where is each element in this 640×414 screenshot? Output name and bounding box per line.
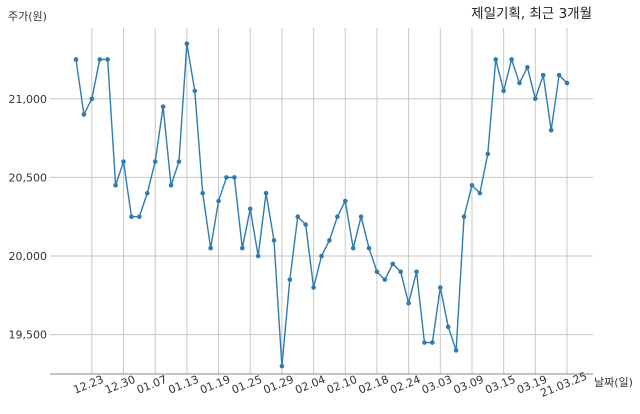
x-tick-label: 12.23: [71, 373, 105, 397]
x-tick-label: 12.30: [103, 373, 137, 397]
data-point: [390, 261, 396, 267]
data-point: [73, 57, 79, 62]
data-point: [374, 269, 380, 275]
x-tick-label: 02.18: [357, 373, 391, 397]
series-points: [73, 41, 570, 369]
x-tick-label: 01.07: [135, 373, 169, 397]
data-point: [414, 269, 419, 275]
data-point: [437, 285, 443, 290]
x-tick-label: 01.29: [262, 373, 296, 397]
data-point: [121, 159, 126, 164]
data-point: [517, 80, 522, 86]
data-point: [113, 182, 118, 188]
data-point: [144, 190, 150, 196]
data-point: [453, 348, 459, 353]
data-point: [398, 269, 403, 275]
data-point: [461, 214, 467, 220]
data-point: [232, 175, 237, 180]
data-point: [247, 206, 253, 212]
y-tick-label: 20,500: [9, 171, 48, 184]
grid-lines: [50, 28, 593, 374]
x-tick-label: 01.19: [198, 373, 232, 397]
data-point: [81, 112, 87, 117]
data-point: [485, 151, 491, 157]
x-axis-label: 날짜(일): [594, 375, 633, 389]
x-tick-label: 01.25: [230, 373, 264, 397]
data-point: [287, 277, 293, 282]
data-point: [192, 88, 198, 94]
data-point: [525, 65, 530, 70]
data-point: [152, 159, 158, 164]
data-point: [303, 222, 308, 227]
data-point: [255, 253, 261, 259]
data-point: [224, 175, 229, 180]
data-point: [430, 340, 435, 345]
data-point: [335, 214, 340, 220]
data-point: [327, 238, 332, 243]
x-tick-label: 02.04: [293, 373, 327, 397]
data-point: [564, 80, 570, 86]
data-point: [469, 182, 475, 188]
y-axis-label: 주가(원): [8, 10, 47, 23]
data-point: [477, 190, 483, 196]
data-point: [129, 214, 134, 220]
data-point: [263, 190, 269, 196]
data-point: [540, 72, 546, 78]
data-point: [422, 340, 427, 345]
price-line: [75, 43, 568, 367]
x-tick-label: 02.10: [325, 373, 359, 397]
data-point: [240, 245, 245, 251]
chart-title: 제일기획, 최근 3개월: [471, 6, 592, 22]
data-point: [160, 104, 166, 109]
data-point: [216, 198, 221, 204]
data-point: [168, 182, 174, 188]
data-point: [295, 214, 301, 220]
data-point: [342, 198, 348, 204]
data-point: [445, 324, 451, 330]
x-tick-label: 02.24: [388, 373, 422, 397]
x-tick-label: 03.03: [420, 373, 454, 397]
y-tick-labels: 19,500 20,000 20,500 21,000: [9, 93, 48, 342]
x-tick-label: 03.09: [452, 373, 486, 397]
data-point: [509, 57, 514, 62]
data-point: [311, 285, 316, 290]
data-point: [533, 96, 538, 102]
data-point: [105, 57, 110, 62]
x-tick-label: 03.15: [483, 373, 517, 397]
data-point: [176, 159, 182, 164]
data-point: [548, 127, 554, 133]
data-point: [271, 238, 277, 243]
y-tick-label: 20,000: [9, 250, 48, 263]
data-point: [97, 57, 103, 62]
data-point: [319, 253, 324, 259]
data-point: [358, 214, 364, 220]
y-tick-label: 21,000: [9, 93, 48, 106]
data-point: [556, 72, 562, 78]
series-line: [75, 43, 568, 367]
data-point: [279, 363, 285, 369]
data-point: [208, 245, 213, 251]
data-point: [200, 190, 206, 196]
data-point: [137, 214, 142, 220]
data-point: [366, 245, 372, 251]
x-tick-label: 01.13: [167, 373, 201, 397]
data-point: [89, 96, 95, 102]
data-point: [493, 57, 499, 62]
data-point: [382, 277, 388, 282]
data-point: [501, 88, 506, 94]
data-point: [184, 41, 190, 47]
data-point: [406, 300, 411, 306]
data-point: [350, 245, 356, 251]
y-tick-label: 19,500: [9, 329, 48, 342]
